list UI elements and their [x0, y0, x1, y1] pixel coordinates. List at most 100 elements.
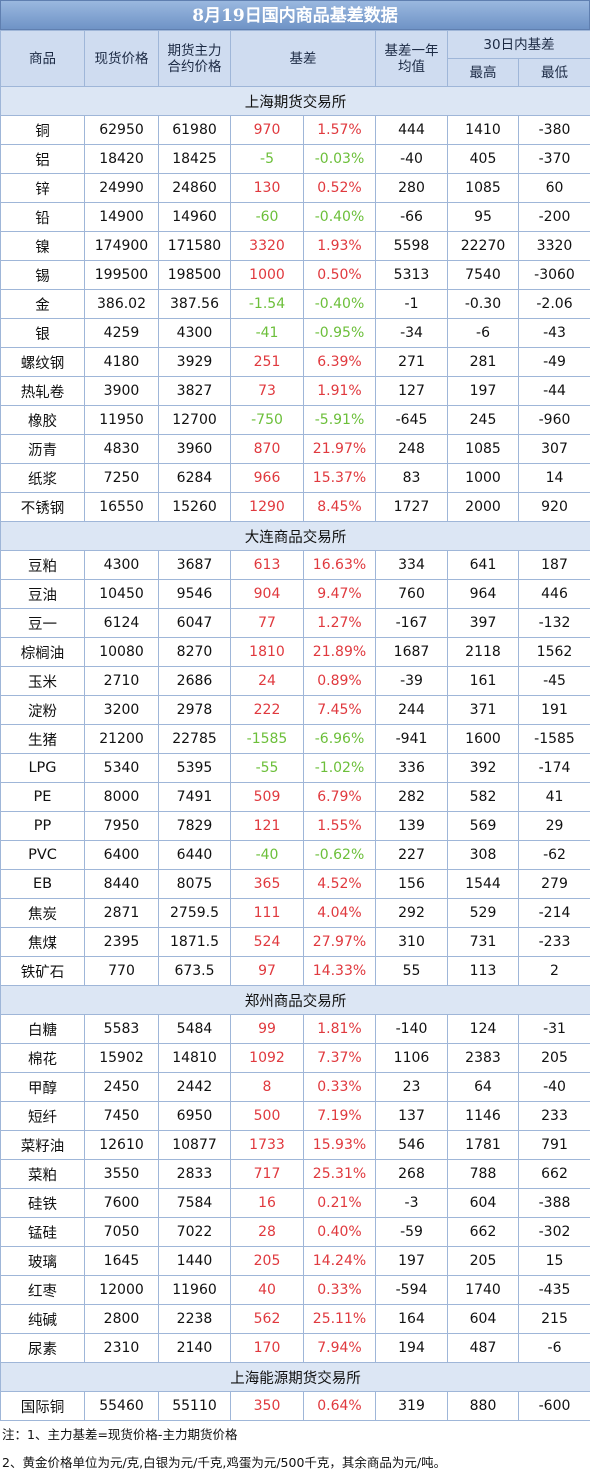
cell-avg: 5313: [375, 260, 448, 290]
cell-name: 甲醇: [0, 1072, 85, 1102]
cell-high: 880: [447, 1391, 519, 1421]
cell-name: 焦煤: [0, 927, 85, 957]
table-row: 不锈钢 16550 15260 1290 8.45% 1727 2000 920: [0, 492, 590, 522]
cell-low: -960: [518, 405, 590, 435]
cell-pct: 0.64%: [303, 1391, 376, 1421]
table-row: 菜粕 3550 2833 717 25.31% 268 788 662: [0, 1159, 590, 1189]
cell-pct: 1.91%: [303, 376, 376, 406]
cell-pct: 1.93%: [303, 231, 376, 261]
section-title: 上海期货交易所: [0, 86, 590, 116]
cell-low: -435: [518, 1275, 590, 1305]
cell-spot: 16550: [84, 492, 159, 522]
cell-avg: -59: [375, 1217, 448, 1247]
cell-spot: 7450: [84, 1101, 159, 1131]
cell-pct: 8.45%: [303, 492, 376, 522]
cell-basis: 1810: [230, 637, 304, 667]
cell-avg: -34: [375, 318, 448, 348]
header-basis: 基差: [230, 30, 376, 87]
cell-pct: 27.97%: [303, 927, 376, 957]
cell-name: PP: [0, 811, 85, 841]
cell-name: LPG: [0, 753, 85, 783]
cell-spot: 4830: [84, 434, 159, 464]
cell-avg: -39: [375, 666, 448, 696]
table-row: LPG 5340 5395 -55 -1.02% 336 392 -174: [0, 753, 590, 783]
cell-low: 662: [518, 1159, 590, 1189]
section-title: 上海能源期货交易所: [0, 1362, 590, 1392]
cell-low: 1562: [518, 637, 590, 667]
cell-basis: 130: [230, 173, 304, 203]
table-row: 铅 14900 14960 -60 -0.40% -66 95 -200: [0, 202, 590, 232]
cell-name: 豆一: [0, 608, 85, 638]
cell-low: 791: [518, 1130, 590, 1160]
cell-high: 2383: [447, 1043, 519, 1073]
table-row: 锌 24990 24860 130 0.52% 280 1085 60: [0, 173, 590, 203]
cell-basis: 111: [230, 898, 304, 928]
cell-fut: 7022: [158, 1217, 231, 1247]
cell-high: 1544: [447, 869, 519, 899]
cell-name: EB: [0, 869, 85, 899]
table-row: 螺纹钢 4180 3929 251 6.39% 271 281 -49: [0, 347, 590, 377]
cell-avg: 444: [375, 115, 448, 145]
cell-pct: 6.79%: [303, 782, 376, 812]
cell-pct: 25.11%: [303, 1304, 376, 1334]
table-row: 豆一 6124 6047 77 1.27% -167 397 -132: [0, 608, 590, 638]
cell-name: 玻璃: [0, 1246, 85, 1276]
note-2: 2、黄金价格单位为元/克,白银为元/千克,鸡蛋为元/500千克，其余商品为元/吨…: [2, 1455, 447, 1470]
cell-pct: 16.63%: [303, 550, 376, 580]
cell-basis: 1290: [230, 492, 304, 522]
cell-high: 7540: [447, 260, 519, 290]
cell-name: 镍: [0, 231, 85, 261]
table-row: 菜籽油 12610 10877 1733 15.93% 546 1781 791: [0, 1130, 590, 1160]
cell-fut: 7829: [158, 811, 231, 841]
cell-fut: 61980: [158, 115, 231, 145]
cell-low: -302: [518, 1217, 590, 1247]
cell-pct: 0.50%: [303, 260, 376, 290]
cell-basis: 28: [230, 1217, 304, 1247]
cell-name: 红枣: [0, 1275, 85, 1305]
cell-fut: 198500: [158, 260, 231, 290]
table-row: 银 4259 4300 -41 -0.95% -34 -6 -43: [0, 318, 590, 348]
header-futures: 期货主力合约价格: [158, 30, 231, 87]
cell-pct: 14.33%: [303, 956, 376, 986]
cell-name: 锡: [0, 260, 85, 290]
cell-pct: 1.57%: [303, 115, 376, 145]
cell-fut: 12700: [158, 405, 231, 435]
section-row: 大连商品交易所: [0, 521, 590, 551]
cell-fut: 3929: [158, 347, 231, 377]
table-row: 铝 18420 18425 -5 -0.03% -40 405 -370: [0, 144, 590, 174]
cell-pct: -0.40%: [303, 202, 376, 232]
cell-basis: 350: [230, 1391, 304, 1421]
cell-high: 731: [447, 927, 519, 957]
cell-spot: 21200: [84, 724, 159, 754]
cell-basis: 509: [230, 782, 304, 812]
cell-pct: 7.94%: [303, 1333, 376, 1363]
cell-basis: 3320: [230, 231, 304, 261]
cell-spot: 5583: [84, 1014, 159, 1044]
cell-avg: 55: [375, 956, 448, 986]
cell-fut: 3827: [158, 376, 231, 406]
cell-spot: 7600: [84, 1188, 159, 1218]
cell-name: PE: [0, 782, 85, 812]
cell-pct: -5.91%: [303, 405, 376, 435]
table-row: PE 8000 7491 509 6.79% 282 582 41: [0, 782, 590, 812]
cell-spot: 15902: [84, 1043, 159, 1073]
cell-avg: 248: [375, 434, 448, 464]
cell-name: 铅: [0, 202, 85, 232]
cell-low: 60: [518, 173, 590, 203]
cell-spot: 2395: [84, 927, 159, 957]
cell-avg: 271: [375, 347, 448, 377]
cell-low: 205: [518, 1043, 590, 1073]
cell-fut: 22785: [158, 724, 231, 754]
cell-fut: 4300: [158, 318, 231, 348]
table-row: 热轧卷 3900 3827 73 1.91% 127 197 -44: [0, 376, 590, 406]
cell-name: 金: [0, 289, 85, 319]
cell-avg: 156: [375, 869, 448, 899]
cell-high: 604: [447, 1188, 519, 1218]
table-body: 上海期货交易所铜 62950 61980 970 1.57% 444 1410 -380 铝 18…: [0, 86, 590, 1421]
cell-avg: 319: [375, 1391, 448, 1421]
cell-high: 405: [447, 144, 519, 174]
cell-low: 14: [518, 463, 590, 493]
cell-avg: -594: [375, 1275, 448, 1305]
cell-avg: 310: [375, 927, 448, 957]
cell-low: 3320: [518, 231, 590, 261]
